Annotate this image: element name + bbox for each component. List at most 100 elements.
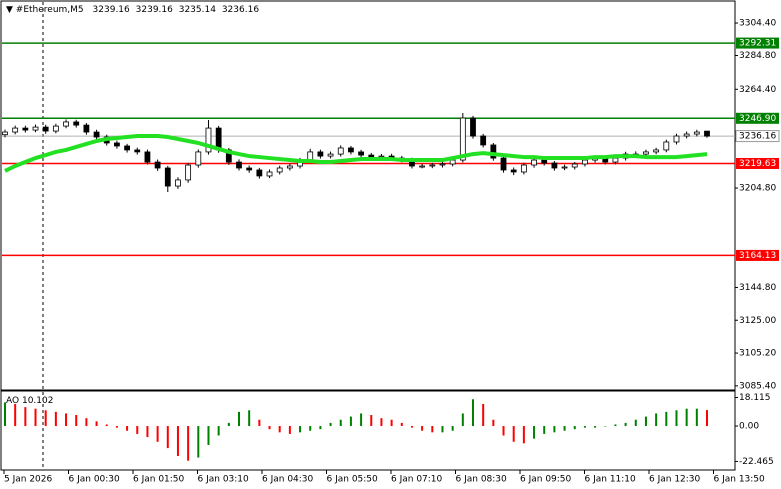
y-tick-label: 3105.20	[739, 349, 776, 359]
candle-body	[531, 159, 537, 166]
ao-bar	[370, 415, 373, 427]
candle-body	[205, 127, 212, 153]
candle-body	[2, 131, 8, 136]
ao-bar	[421, 426, 424, 431]
symbol: #Ethereum,M5	[16, 5, 84, 15]
candle-body	[52, 125, 59, 132]
candle-body	[266, 171, 273, 177]
ao-bar	[248, 410, 251, 427]
ao-bar	[75, 415, 78, 427]
ao-bar	[410, 426, 413, 428]
ao-bar	[655, 413, 658, 427]
x-tick-label: 6 Jan 01:50	[133, 475, 185, 485]
candle-body	[246, 167, 253, 171]
candle-body	[307, 151, 314, 161]
candle-body	[470, 117, 476, 137]
x-tick-label: 6 Jan 04:30	[262, 475, 314, 485]
level-label-box	[736, 37, 779, 49]
plot-layer	[2, 42, 735, 461]
y-tick-label: 18.115	[739, 393, 771, 403]
price-panel	[0, 0, 736, 391]
ao-bar	[319, 426, 322, 430]
candle-body	[63, 121, 69, 127]
ao-bar	[583, 426, 586, 428]
ao-bar	[665, 411, 668, 427]
ao-bar	[176, 426, 179, 456]
x-tick-label: 6 Jan 08:30	[456, 475, 508, 485]
ao-bar	[126, 426, 129, 431]
ao-bar	[136, 426, 139, 434]
x-tick-label: 6 Jan 05:50	[327, 475, 379, 485]
ao-bar	[24, 407, 27, 427]
ao-bar	[685, 408, 688, 427]
ao-bar	[482, 403, 485, 427]
candle-body	[337, 147, 344, 155]
level-label: 3164.13	[739, 251, 776, 261]
candle-body	[144, 151, 151, 163]
candle-body	[520, 164, 527, 173]
ao-bar	[278, 426, 281, 433]
ao-bar	[299, 426, 302, 433]
candle-body	[83, 124, 90, 133]
open: 3239.16	[93, 5, 130, 15]
x-tick-label: 6 Jan 07:10	[391, 475, 443, 485]
ao-bar	[238, 411, 240, 427]
y-tick-label: 3125.00	[739, 316, 776, 326]
candle-body	[551, 162, 558, 169]
candle-body	[12, 127, 19, 133]
candle-body	[541, 159, 548, 164]
ao-bar	[187, 426, 190, 461]
indicator-name: AO	[6, 396, 19, 406]
candle-body	[459, 117, 466, 161]
header: ▼ #Ethereum,M5 3239.16 3239.16 3235.14 3…	[6, 5, 259, 15]
ao-bar	[54, 411, 57, 427]
ao-bar	[604, 426, 607, 427]
ao-bar	[4, 402, 6, 427]
ao-bar	[34, 408, 37, 427]
y-tick-label: 3144.80	[739, 283, 776, 293]
indicator-label: AO 10.102	[6, 396, 53, 406]
candle-body	[673, 135, 680, 143]
high: 3239.16	[136, 5, 173, 15]
ao-bar	[339, 419, 342, 427]
ao-bar	[634, 419, 637, 427]
ao-bar	[594, 426, 597, 428]
y-tick-label: 3085.40	[739, 381, 776, 391]
ao-bar	[105, 424, 108, 427]
candle-body	[368, 154, 375, 158]
ao-bar	[695, 408, 698, 427]
y-tick-label: 3284.80	[739, 51, 776, 61]
candle-body	[154, 161, 161, 169]
x-tick-label: 6 Jan 00:30	[69, 475, 121, 485]
candle-body	[643, 151, 649, 155]
indicator-value: 10.102	[22, 396, 54, 406]
ao-bar	[360, 413, 363, 427]
ao-bar	[115, 426, 118, 428]
ao-bar	[472, 399, 474, 427]
ao-bar	[553, 426, 556, 433]
candle-body	[693, 131, 700, 135]
candle-body	[582, 159, 588, 165]
candle-body	[185, 164, 192, 181]
ao-bar	[675, 410, 678, 427]
ao-bar	[533, 426, 536, 439]
ao-bar	[461, 413, 464, 427]
ao-bar	[563, 426, 566, 431]
indicator-panel	[0, 390, 736, 471]
x-tick-label: 5 Jan 2026	[4, 475, 52, 485]
candle-body	[490, 144, 497, 159]
ao-bar	[522, 426, 525, 444]
candle-body	[276, 167, 283, 173]
candle-body	[327, 153, 334, 157]
candle-body	[429, 164, 436, 167]
ao-bar	[288, 426, 291, 434]
x-tick-label: 6 Jan 12:30	[649, 475, 701, 485]
candle-body	[439, 163, 446, 166]
low: 3235.14	[179, 5, 216, 15]
ao-bar	[44, 410, 47, 427]
x-tick-label: 6 Jan 13:50	[714, 475, 766, 485]
candle-body	[134, 149, 141, 153]
level-label-box	[736, 249, 779, 261]
ao-bar	[492, 419, 495, 427]
